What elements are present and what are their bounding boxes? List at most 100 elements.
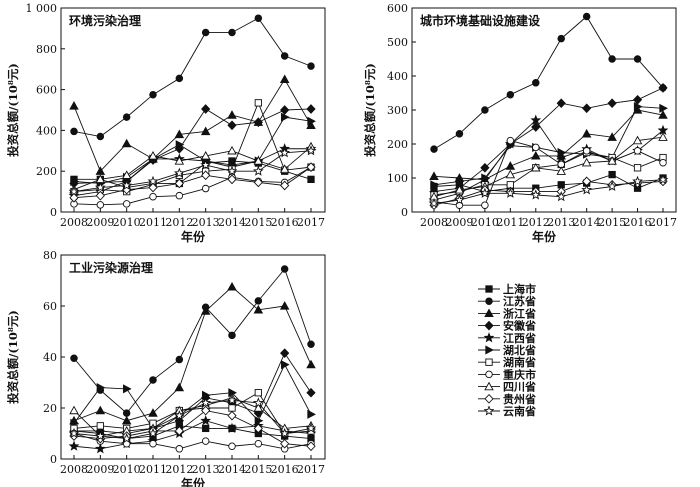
x-axis-label: 年份 [181, 229, 206, 244]
data-point [96, 132, 105, 141]
data-point [581, 184, 593, 195]
legend-marker [485, 297, 493, 305]
series-line [73, 78, 312, 173]
data-point [201, 405, 211, 416]
data-point [280, 348, 290, 359]
x-tick-label: 2012 [522, 216, 550, 229]
data-point [173, 167, 185, 178]
legend-marker [484, 308, 494, 318]
data-point [430, 145, 438, 153]
data-point [633, 102, 643, 112]
legend-label: 湖北省 [503, 343, 536, 357]
series-江苏省 [430, 12, 667, 153]
data-point [428, 197, 440, 209]
series-line [73, 166, 312, 206]
series-line [73, 146, 312, 190]
data-point [607, 132, 617, 141]
data-point [121, 179, 133, 191]
legend-label: 云南省 [503, 404, 536, 418]
y-tick-label: 0 [50, 206, 57, 219]
y-tick-label: 600 [36, 84, 57, 97]
series-湖北省 [70, 112, 316, 188]
data-point [123, 384, 132, 394]
series-安徽省 [69, 348, 316, 439]
data-point [149, 90, 157, 99]
data-point [227, 145, 237, 155]
y-tick-label: 100 [387, 172, 408, 185]
x-tick-label: 2013 [547, 216, 575, 229]
data-point [94, 430, 106, 441]
series-江苏省 [70, 14, 315, 141]
data-point [581, 128, 592, 138]
data-point [254, 14, 263, 22]
data-point [506, 136, 515, 145]
legend-label: 江苏省 [503, 294, 536, 308]
y-tick-label: 400 [36, 124, 57, 137]
chart-industrial-pollution-source-treatment: 工业污染源治理 年份 投资总额/(10⁸元) 0 20 40 60 80 20082009… [6, 249, 326, 487]
data-point [69, 100, 79, 110]
y-tick-label: 0 [50, 453, 57, 466]
data-point [174, 129, 185, 139]
data-point [281, 112, 290, 122]
data-point [582, 103, 592, 114]
data-point [175, 355, 184, 364]
data-point [228, 404, 236, 412]
data-point [148, 150, 158, 160]
data-point [227, 120, 237, 131]
series-云南省 [68, 145, 317, 197]
x-tick-label: 2010 [471, 216, 499, 229]
series-line [433, 180, 664, 206]
legend-entry: 江苏省 [478, 294, 536, 308]
data-point [200, 126, 211, 136]
data-point [280, 52, 289, 60]
y-tick-label: 0 [401, 206, 408, 219]
data-point [202, 390, 211, 400]
data-point [69, 192, 79, 203]
data-point [607, 98, 617, 109]
data-point [254, 439, 263, 448]
data-point [481, 106, 489, 114]
series-line [73, 166, 312, 199]
data-point [122, 409, 131, 417]
series-江西省 [428, 114, 669, 205]
data-point [307, 175, 315, 184]
data-point [281, 360, 290, 370]
data-point [532, 143, 540, 152]
data-point [175, 140, 185, 150]
data-point [200, 306, 211, 315]
series-line [73, 410, 312, 447]
data-point [147, 427, 159, 439]
series-line [73, 108, 312, 184]
legend-marker [483, 405, 495, 416]
series-line [73, 286, 312, 422]
x-tick-label: 2009 [86, 463, 114, 476]
data-point [307, 409, 316, 419]
data-point [121, 432, 133, 444]
data-point [253, 304, 264, 314]
data-point [279, 164, 290, 173]
data-point [582, 12, 591, 21]
data-point [68, 427, 80, 439]
data-point [174, 426, 184, 436]
data-point [94, 181, 106, 193]
series-湖南省 [70, 99, 315, 196]
data-point [70, 127, 78, 136]
x-tick-label: 2012 [165, 463, 193, 476]
legend-label: 湖南省 [503, 355, 536, 369]
plot-frame [60, 7, 326, 213]
data-point [279, 147, 291, 158]
data-point [253, 117, 263, 128]
legend-entry: 湖北省 [478, 343, 536, 357]
legend-marker [485, 345, 494, 355]
x-tick-label: 2011 [496, 216, 524, 229]
series-湖南省 [430, 148, 667, 199]
x-tick-label: 2010 [113, 216, 141, 229]
y-tick-label: 300 [387, 104, 408, 117]
chart-title: 工业污染源治理 [69, 260, 153, 275]
x-tick-label: 2017 [649, 216, 677, 229]
data-point [306, 387, 316, 398]
series-line [433, 119, 664, 201]
data-point [582, 147, 591, 155]
x-tick-label: 2016 [624, 216, 652, 229]
